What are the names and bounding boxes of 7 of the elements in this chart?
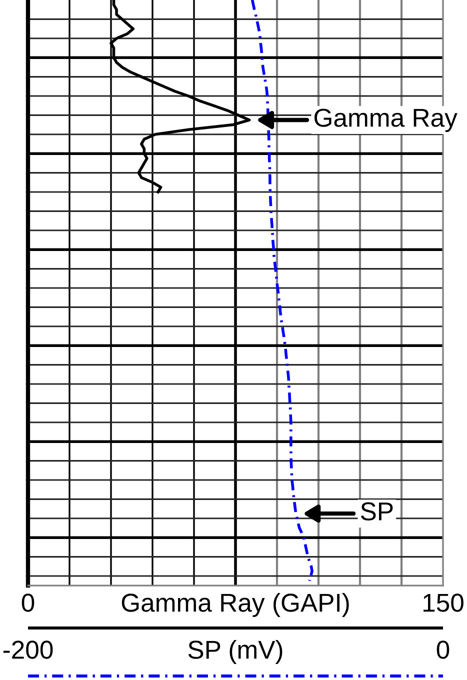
x2-axis-title: SP (mV) [188, 640, 282, 664]
legend-label: SP [360, 502, 393, 520]
legend-label: Gamma Ray [314, 108, 458, 132]
x2-tick-label: -200 [3, 640, 53, 659]
x-tick-label: 150 [424, 594, 464, 612]
x-axis-title: Gamma Ray (GAPI) [122, 593, 349, 617]
x2-tick-label: 0 [436, 640, 450, 659]
